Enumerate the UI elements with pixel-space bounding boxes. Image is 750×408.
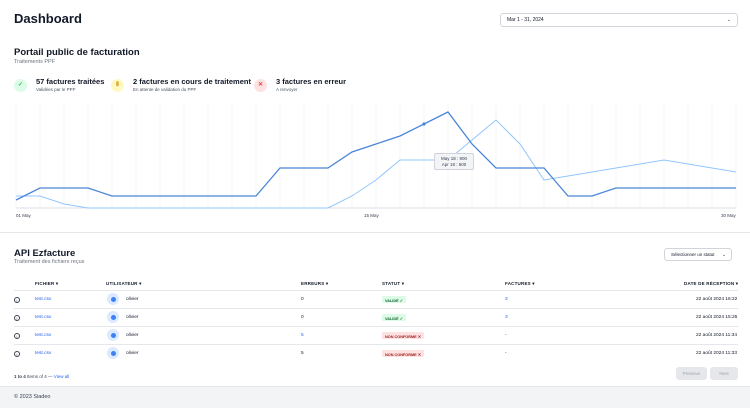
status-badge: VALIDÉ ✓ xyxy=(382,296,406,303)
error-count: 0 xyxy=(301,315,304,320)
info-icon[interactable]: i xyxy=(14,315,20,321)
check-icon: ✓ xyxy=(14,79,27,92)
invoice-count: - xyxy=(505,351,507,356)
invoice-line-chart xyxy=(15,104,737,209)
x-tick-end: 30 May xyxy=(721,213,736,218)
stat-pending-main: 2 factures en cours de traitement xyxy=(133,77,251,86)
received-date: 22 août 2024 11:34 xyxy=(696,333,737,338)
avatar xyxy=(107,329,119,341)
pagination-info: 1 to 4 Items of 4 — View all xyxy=(14,374,69,379)
invoice-count[interactable]: 3 xyxy=(505,297,508,302)
date-range-select[interactable]: Mar 1 - 31, 2024 ⌄ xyxy=(500,13,738,27)
table-row[interactable]: i test.csv olivier 0 VALIDÉ ✓ 3 22 août … xyxy=(14,308,738,326)
user-name: olivier xyxy=(126,333,139,338)
billing-title: Portail public de facturation xyxy=(14,47,140,58)
error-icon: ✕ xyxy=(254,79,267,92)
pagination-of: Items of 4 — xyxy=(25,374,54,379)
col-header-invoices[interactable]: FACTURES ▾ xyxy=(505,281,535,286)
stat-processed-main: 57 factures traitées xyxy=(36,77,105,86)
pause-icon: Ⅱ xyxy=(111,79,124,92)
stat-errors-main: 3 factures en erreur xyxy=(276,77,347,86)
col-header-file[interactable]: FICHIER ▾ xyxy=(35,281,59,286)
error-count: 5 xyxy=(301,351,304,356)
avatar xyxy=(107,311,119,323)
series-line-apr xyxy=(16,119,737,209)
section-divider xyxy=(0,232,750,233)
footer: © 2023 Siadeo xyxy=(0,386,750,408)
table-row[interactable]: i test.csv olivier 5 NON CONFORME ✕ - 22… xyxy=(14,344,738,362)
stat-errors-sub: A renvoyer xyxy=(276,87,298,92)
x-tick-mid: 15 May xyxy=(364,213,379,218)
file-link[interactable]: test.csv xyxy=(35,315,52,320)
tooltip-line-1: May 18 : 900 xyxy=(440,156,467,161)
chart-tooltip: May 18 : 900 Apr 18 : 600 xyxy=(434,153,474,170)
col-header-user[interactable]: UTILISATEUR ▾ xyxy=(106,281,142,286)
status-badge: NON CONFORME ✕ xyxy=(382,350,424,357)
status-filter-select[interactable]: Sélectionner un statut ⌄ xyxy=(664,248,732,261)
col-header-status[interactable]: STATUT ▾ xyxy=(382,281,405,286)
x-tick-start: 01 May xyxy=(16,213,31,218)
status-badge: NON CONFORME ✕ xyxy=(382,332,424,339)
avatar xyxy=(107,293,119,305)
tooltip-line-2: Apr 18 : 600 xyxy=(441,162,467,167)
stat-processed-sub: Validées par le PPF xyxy=(36,87,76,92)
user-name: olivier xyxy=(126,351,139,356)
status-filter-value: Sélectionner un statut xyxy=(671,252,715,257)
error-count: 0 xyxy=(301,297,304,302)
billing-subtitle: Traitements PPF xyxy=(14,59,56,65)
file-link[interactable]: test.csv xyxy=(35,351,52,356)
date-range-value: Mar 1 - 31, 2024 xyxy=(507,17,544,23)
copyright: © 2023 Siadeo xyxy=(14,394,51,400)
pagination-range: 1 to 4 xyxy=(14,374,26,379)
invoice-count: - xyxy=(505,333,507,338)
table-row[interactable]: i test.csv olivier 0 VALIDÉ ✓ 3 22 août … xyxy=(14,290,738,308)
api-subtitle: Traitement des fichiers reçus xyxy=(14,259,85,265)
col-header-errors[interactable]: ERREURS ▾ xyxy=(301,281,329,286)
received-date: 22 août 2024 15:26 xyxy=(696,315,738,320)
view-all-link[interactable]: View all xyxy=(53,374,70,379)
error-count[interactable]: 5 xyxy=(301,333,304,338)
col-header-date[interactable]: DATE DE RÉCEPTION ▾ xyxy=(684,281,739,286)
chevron-down-icon: ⌄ xyxy=(722,252,726,257)
stat-pending-sub: En attente de validation du PPF xyxy=(133,87,197,92)
previous-button[interactable]: Previous xyxy=(676,367,707,380)
user-name: olivier xyxy=(126,297,139,302)
invoice-count[interactable]: 3 xyxy=(505,315,508,320)
page-title: Dashboard xyxy=(14,11,82,26)
api-title: API Ezfacture xyxy=(14,248,76,259)
file-link[interactable]: test.csv xyxy=(35,297,52,302)
info-icon[interactable]: i xyxy=(14,297,20,303)
table-row[interactable]: i test.csv olivier 5 NON CONFORME ✕ - 22… xyxy=(14,326,738,344)
avatar xyxy=(107,347,119,359)
user-name: olivier xyxy=(126,315,139,320)
info-icon[interactable]: i xyxy=(14,333,20,339)
received-date: 22 août 2024 16:22 xyxy=(696,297,738,302)
next-button[interactable]: Next xyxy=(710,367,738,380)
series-line-may xyxy=(15,111,736,201)
file-link[interactable]: test.csv xyxy=(35,333,52,338)
status-badge: VALIDÉ ✓ xyxy=(382,314,406,321)
chevron-down-icon: ⌄ xyxy=(726,17,731,23)
received-date: 22 août 2024 11:33 xyxy=(696,351,737,356)
info-icon[interactable]: i xyxy=(14,351,20,357)
hover-point[interactable] xyxy=(422,122,426,126)
